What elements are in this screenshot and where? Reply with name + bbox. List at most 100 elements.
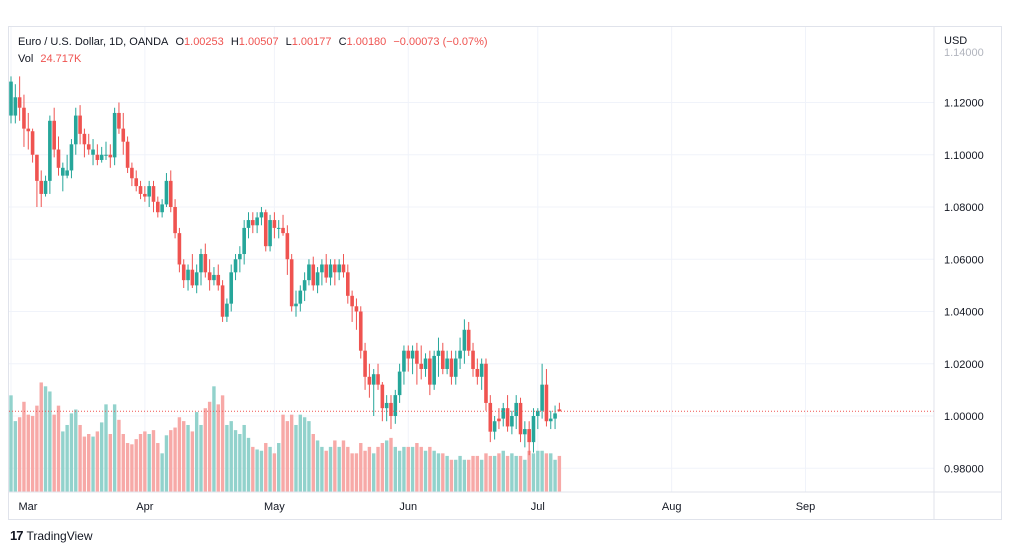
- volume-bar: [65, 424, 69, 492]
- tradingview-logo-icon[interactable]: 17: [10, 528, 24, 543]
- y-tick-label: 1.12000: [944, 98, 984, 110]
- candle-body: [194, 272, 199, 286]
- candle-body: [428, 358, 432, 385]
- volume-bar: [186, 424, 190, 492]
- volume-bar: [246, 437, 251, 492]
- y-tick-label-partial: 1.14000: [944, 47, 984, 59]
- candle-body: [207, 272, 212, 281]
- volume-bar: [445, 455, 449, 492]
- candle-body: [285, 233, 290, 260]
- candle-body: [281, 227, 285, 234]
- candle-body: [363, 350, 367, 377]
- volume-bar: [393, 446, 398, 492]
- candle-body: [479, 363, 484, 377]
- candle-body: [56, 149, 61, 168]
- volume-bar: [540, 450, 544, 492]
- candle-body: [147, 186, 151, 197]
- candle-body: [242, 227, 246, 255]
- candle-body: [346, 272, 350, 296]
- volume-bar: [82, 436, 87, 492]
- volume-bar: [125, 443, 130, 492]
- volume-bar: [104, 404, 108, 492]
- volume-bar: [207, 401, 212, 492]
- candlestick-chart[interactable]: 1.12000 1.10000 1.08000 1.06000 1.04000 1.020…: [0, 0, 1012, 522]
- candle-body: [328, 264, 333, 278]
- candle-body: [492, 421, 497, 432]
- candle-body: [91, 149, 95, 155]
- candle-body: [302, 280, 307, 291]
- candle-body: [181, 264, 186, 281]
- candle-body: [203, 254, 208, 273]
- volume-bar: [164, 435, 169, 492]
- candle-body: [216, 274, 221, 286]
- candle-body: [384, 402, 389, 409]
- candle-body: [471, 350, 475, 369]
- candle-body: [233, 259, 238, 273]
- candle-body: [268, 220, 272, 247]
- volume-legend: Vol 24.717K: [18, 53, 85, 65]
- candle-body: [320, 264, 324, 273]
- volume-bar: [43, 386, 48, 492]
- candle-body: [307, 264, 311, 281]
- candle-body: [13, 97, 18, 116]
- candle-body: [99, 154, 104, 160]
- candle-body: [488, 402, 493, 432]
- candle-body: [548, 418, 553, 422]
- brand-name[interactable]: TradingView: [26, 528, 93, 543]
- volume-bar: [458, 455, 462, 492]
- volume-bar: [190, 431, 195, 492]
- volume-bar: [182, 421, 186, 492]
- candle-body: [251, 220, 255, 226]
- candle-body: [462, 329, 467, 351]
- volume-bar: [48, 391, 52, 492]
- candle-body: [350, 295, 354, 307]
- candle-body: [367, 376, 372, 385]
- volume-bar: [467, 459, 471, 492]
- candle-body: [78, 115, 82, 134]
- candle-body: [246, 220, 251, 228]
- volume-label[interactable]: Vol: [18, 53, 34, 65]
- volume-bar: [549, 453, 553, 492]
- candle-body: [505, 408, 510, 427]
- volume-bar: [138, 434, 143, 492]
- candle-body: [397, 371, 402, 396]
- candle-body: [453, 358, 458, 377]
- y-tick-label: 1.00000: [944, 411, 984, 423]
- candle-body: [341, 264, 346, 273]
- volume-bar: [544, 453, 549, 492]
- volume-bar: [264, 443, 268, 492]
- volume-bar: [484, 453, 488, 492]
- x-tick-label: Aug: [662, 501, 682, 513]
- candle-body: [402, 350, 406, 372]
- volume-bar: [436, 453, 441, 492]
- volume-bar: [328, 446, 333, 492]
- candle-body: [48, 120, 52, 181]
- candle-body: [156, 201, 160, 213]
- candle-body: [371, 374, 376, 385]
- candle-body: [65, 170, 69, 176]
- volume-bar: [112, 404, 117, 492]
- volume-bar: [531, 453, 536, 492]
- candle-body: [337, 264, 341, 273]
- ohlc-open: O1.00253: [175, 36, 224, 48]
- volume-bar: [454, 459, 458, 492]
- candle-body: [173, 207, 177, 234]
- volume-bar: [151, 430, 156, 492]
- volume-bar: [147, 434, 151, 492]
- candle-body: [125, 141, 130, 168]
- volume-bar: [61, 431, 65, 492]
- volume-bar: [143, 431, 147, 492]
- y-tick-label: 1.02000: [944, 359, 984, 371]
- candle-body: [143, 193, 147, 197]
- candle-body: [406, 350, 411, 359]
- candle-body: [475, 368, 480, 377]
- x-tick-label: Sep: [796, 501, 816, 513]
- candle-body: [276, 227, 281, 229]
- symbol-title[interactable]: Euro / U.S. Dollar, 1D, OANDA: [18, 36, 169, 48]
- x-tick-label: May: [264, 501, 285, 513]
- volume-bar: [56, 405, 61, 492]
- candle-body: [557, 409, 562, 412]
- candle-body: [117, 112, 121, 129]
- candle-body: [294, 303, 298, 307]
- volume-bar: [255, 449, 259, 492]
